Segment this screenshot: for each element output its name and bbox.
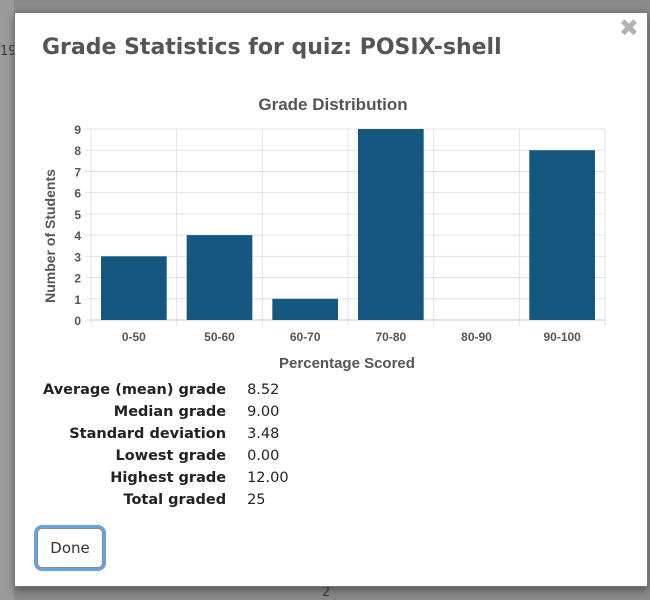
stat-value: 9.00 bbox=[247, 404, 280, 420]
y-tick-label: 8 bbox=[74, 144, 81, 158]
stat-value: 3.48 bbox=[247, 426, 280, 442]
x-tick-label: 90-100 bbox=[543, 330, 581, 344]
background-number: 19 bbox=[0, 44, 17, 59]
done-button[interactable]: Done bbox=[37, 528, 103, 568]
background-page bbox=[0, 0, 14, 600]
grade-statistics-table: Average (mean) grade 8.52 Median grade 9.00… bbox=[43, 379, 289, 511]
chart-title: Grade Distribution bbox=[258, 95, 407, 114]
stat-label: Total graded bbox=[123, 492, 227, 508]
stat-row: Median grade 9.00 bbox=[43, 401, 289, 423]
grade-statistics-dialog: ✖ Grade Statistics for quiz: POSIX-shell… bbox=[14, 12, 648, 587]
grade-distribution-chart: Grade Distribution 0 1 2 3 4 5 6 7 8 9 0-50 50-60 6… bbox=[42, 95, 606, 372]
y-axis-ticks: 0 1 2 3 4 5 6 7 8 9 bbox=[74, 123, 81, 328]
stat-label: Median grade bbox=[113, 404, 227, 420]
stat-value: 0.00 bbox=[247, 448, 280, 464]
y-tick-label: 5 bbox=[74, 208, 81, 222]
bar-70-80 bbox=[358, 129, 424, 320]
stat-label: Lowest grade bbox=[115, 448, 227, 464]
bar-0-50 bbox=[101, 256, 167, 320]
stat-value: 12.00 bbox=[247, 470, 289, 486]
x-tick-label: 50-60 bbox=[204, 330, 235, 344]
stat-label: Average (mean) grade bbox=[43, 382, 227, 398]
bar-60-70 bbox=[272, 298, 338, 320]
bar-50-60 bbox=[186, 235, 253, 320]
chart-bars bbox=[101, 129, 595, 320]
x-tick-label: 80-90 bbox=[461, 330, 492, 344]
stat-value: 25 bbox=[247, 492, 266, 508]
chart-grid bbox=[85, 128, 606, 326]
y-tick-label: 2 bbox=[74, 272, 81, 286]
dialog-title: Grade Statistics for quiz: POSIX-shell bbox=[42, 35, 502, 60]
y-tick-label: 9 bbox=[74, 123, 81, 137]
y-axis-label: Number of Students bbox=[42, 169, 58, 303]
close-icon[interactable]: ✖ bbox=[618, 14, 639, 42]
y-tick-label: 4 bbox=[74, 229, 81, 243]
y-tick-label: 6 bbox=[74, 187, 81, 201]
stat-label: Standard deviation bbox=[69, 426, 227, 442]
y-tick-label: 0 bbox=[74, 314, 81, 328]
x-tick-label: 70-80 bbox=[375, 330, 406, 344]
y-tick-label: 1 bbox=[74, 293, 81, 307]
stat-value: 8.52 bbox=[247, 382, 280, 398]
stat-row: Standard deviation 3.48 bbox=[43, 423, 289, 445]
bar-90-100 bbox=[529, 150, 595, 320]
stat-row: Total graded 25 bbox=[43, 489, 289, 511]
y-tick-label: 7 bbox=[74, 165, 81, 179]
x-tick-label: 60-70 bbox=[290, 330, 321, 344]
x-tick-label: 0-50 bbox=[122, 330, 146, 344]
x-axis-ticks: 0-50 50-60 60-70 70-80 80-90 90-100 bbox=[122, 330, 581, 344]
y-tick-label: 3 bbox=[74, 250, 81, 264]
stat-label: Highest grade bbox=[110, 470, 227, 486]
background-page-number: 2 bbox=[322, 585, 331, 600]
x-axis-label: Percentage Scored bbox=[279, 355, 415, 372]
stat-row: Lowest grade 0.00 bbox=[43, 445, 289, 467]
stat-row: Average (mean) grade 8.52 bbox=[43, 379, 289, 401]
stat-row: Highest grade 12.00 bbox=[43, 467, 289, 489]
